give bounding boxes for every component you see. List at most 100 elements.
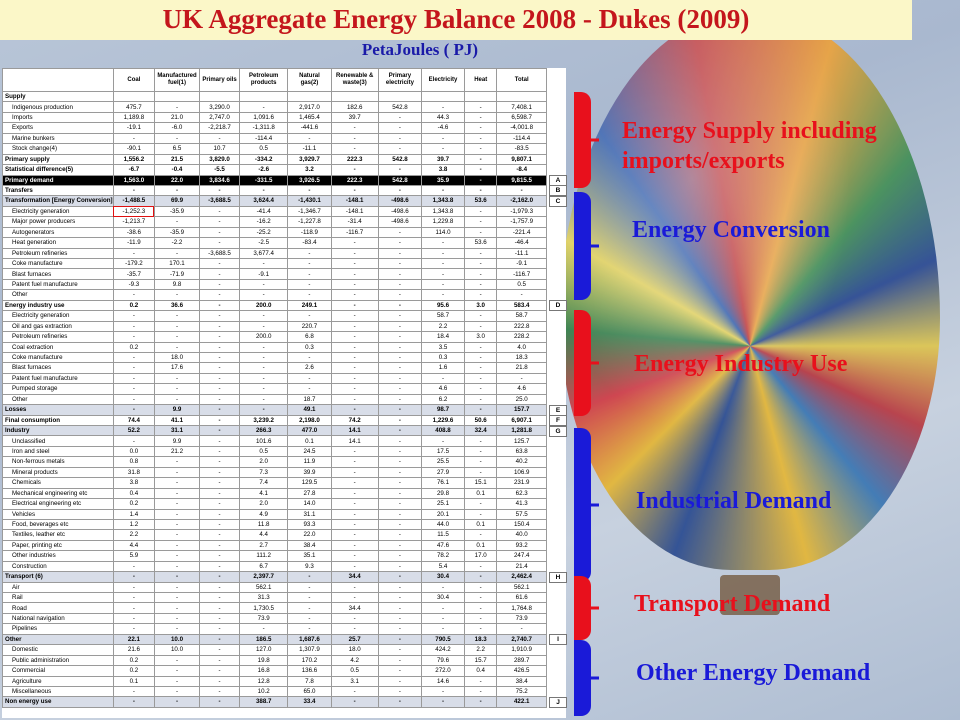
row-label-cell: Primary demand xyxy=(2,174,114,186)
value-cell: - xyxy=(153,341,201,353)
row-label-cell: Unclassified xyxy=(2,435,114,447)
value-cell: - xyxy=(112,602,155,614)
value-cell: 20.1 xyxy=(420,508,466,520)
bracket-energy-industry-use xyxy=(574,310,591,416)
value-cell: -6.0 xyxy=(153,122,201,134)
value-cell: - xyxy=(330,320,379,333)
value-cell: 22.1 xyxy=(112,633,155,646)
row-letter: C xyxy=(549,195,567,207)
value-cell: -441.6 xyxy=(287,122,332,134)
value-cell: - xyxy=(464,153,498,166)
value-cell: 7,408.1 xyxy=(496,101,547,113)
value-cell: - xyxy=(377,623,422,635)
value-cell: 18.3 xyxy=(464,633,498,646)
value-cell: 0.5 xyxy=(330,665,379,677)
value-cell: - xyxy=(330,268,379,280)
value-cell: 16.8 xyxy=(238,665,289,677)
value-cell: -1,488.5 xyxy=(112,195,155,207)
value-cell: 4.6 xyxy=(420,383,466,395)
value-cell: - xyxy=(377,633,422,646)
value-cell: 477.0 xyxy=(287,424,332,437)
value-cell: - xyxy=(112,247,155,260)
table-row: Energy industry use 0.2 36.6-200.0 249.1- -9… xyxy=(2,299,547,312)
value-cell xyxy=(199,90,240,103)
value-cell: - xyxy=(377,602,422,614)
value-cell: 79.6 xyxy=(420,654,466,667)
table-row: Transformation [Energy Conversion] -1,488… xyxy=(2,195,547,207)
value-cell: 31.1 xyxy=(153,424,201,437)
value-cell: 2,917.0 xyxy=(287,101,332,113)
value-cell: 426.5 xyxy=(496,665,547,677)
slide-title: UK Aggregate Energy Balance 2008 - Dukes… xyxy=(162,4,750,34)
value-cell: - xyxy=(464,529,498,541)
value-cell: - xyxy=(112,310,155,322)
value-cell: - xyxy=(199,696,240,708)
value-cell: 31.3 xyxy=(238,591,289,604)
value-cell: 73.9 xyxy=(238,612,289,625)
value-cell: - xyxy=(330,299,379,312)
value-cell: - xyxy=(330,612,379,625)
row-label-cell: Road xyxy=(2,602,114,614)
value-cell: - xyxy=(287,383,332,395)
value-cell: - xyxy=(464,111,498,124)
value-cell: - xyxy=(377,477,422,489)
value-cell: -221.4 xyxy=(496,226,547,239)
value-cell: - xyxy=(464,435,498,447)
row-label-cell: Agriculture xyxy=(2,675,114,687)
value-cell: 408.8 xyxy=(420,424,466,437)
value-cell: - xyxy=(464,404,498,416)
row-label-cell: Stock change(4) xyxy=(2,143,114,155)
value-cell: - xyxy=(153,101,201,113)
row-label-cell: Petroleum refineries xyxy=(2,331,114,343)
value-cell: - xyxy=(377,247,422,260)
table-row: Blast furnaces -17.6- -2.6- -1.6-21.8 xyxy=(2,362,547,374)
value-cell: - xyxy=(420,581,466,594)
value-cell: - xyxy=(112,132,155,145)
value-cell: - xyxy=(199,383,240,395)
value-cell: 3,290.0 xyxy=(199,101,240,113)
value-cell: 4.6 xyxy=(496,383,547,395)
value-cell: 21.4 xyxy=(496,560,547,573)
bracket-transport-demand xyxy=(574,576,591,640)
value-cell: 1,910.9 xyxy=(496,644,547,656)
value-cell: - xyxy=(377,675,422,687)
value-cell: - xyxy=(112,289,155,301)
value-cell: - xyxy=(464,623,498,635)
value-cell: - xyxy=(464,508,498,520)
value-cell: - xyxy=(112,591,155,604)
value-cell: - xyxy=(199,205,240,218)
value-cell: 39.7 xyxy=(330,111,379,124)
value-cell: 0.1 xyxy=(112,675,155,687)
value-cell: - xyxy=(330,591,379,604)
value-cell: - xyxy=(199,299,240,312)
table-row: Transport (6) - - -2,397.7-34.4-30.4-2,462.… xyxy=(2,571,547,583)
value-cell: 44.0 xyxy=(420,518,466,531)
value-cell: 65.0 xyxy=(287,685,332,698)
value-cell: 0.1 xyxy=(464,487,498,500)
value-cell: 7.3 xyxy=(238,466,289,479)
value-cell: -1,430.1 xyxy=(287,195,332,207)
value-cell: - xyxy=(464,383,498,395)
value-cell: 4.2 xyxy=(330,654,379,667)
value-cell: - xyxy=(377,518,422,531)
table-row: Losses -9.9- -49.1- -98.7-157.7 xyxy=(2,404,547,416)
value-cell: - xyxy=(330,237,379,249)
value-cell: - xyxy=(420,372,466,385)
table-row: Road - - -1,730.5-34.4- - -1,764.8 xyxy=(2,602,547,614)
value-cell: 228.2 xyxy=(496,331,547,343)
value-cell: 41.1 xyxy=(153,414,201,427)
value-cell: - xyxy=(199,132,240,145)
value-cell: -11.9 xyxy=(112,237,155,249)
value-cell: -1,346.7 xyxy=(287,205,332,218)
row-label-cell: Iron and steel xyxy=(2,445,114,458)
value-cell: - xyxy=(238,623,289,635)
value-cell: 4.4 xyxy=(112,539,155,552)
value-cell: 10.2 xyxy=(238,685,289,698)
value-cell: - xyxy=(199,644,240,656)
value-cell: - xyxy=(330,122,379,134)
value-cell: - xyxy=(112,331,155,343)
value-cell: - xyxy=(153,550,201,562)
value-cell: - xyxy=(377,560,422,573)
value-cell: - xyxy=(112,571,155,583)
value-cell: - xyxy=(330,508,379,520)
